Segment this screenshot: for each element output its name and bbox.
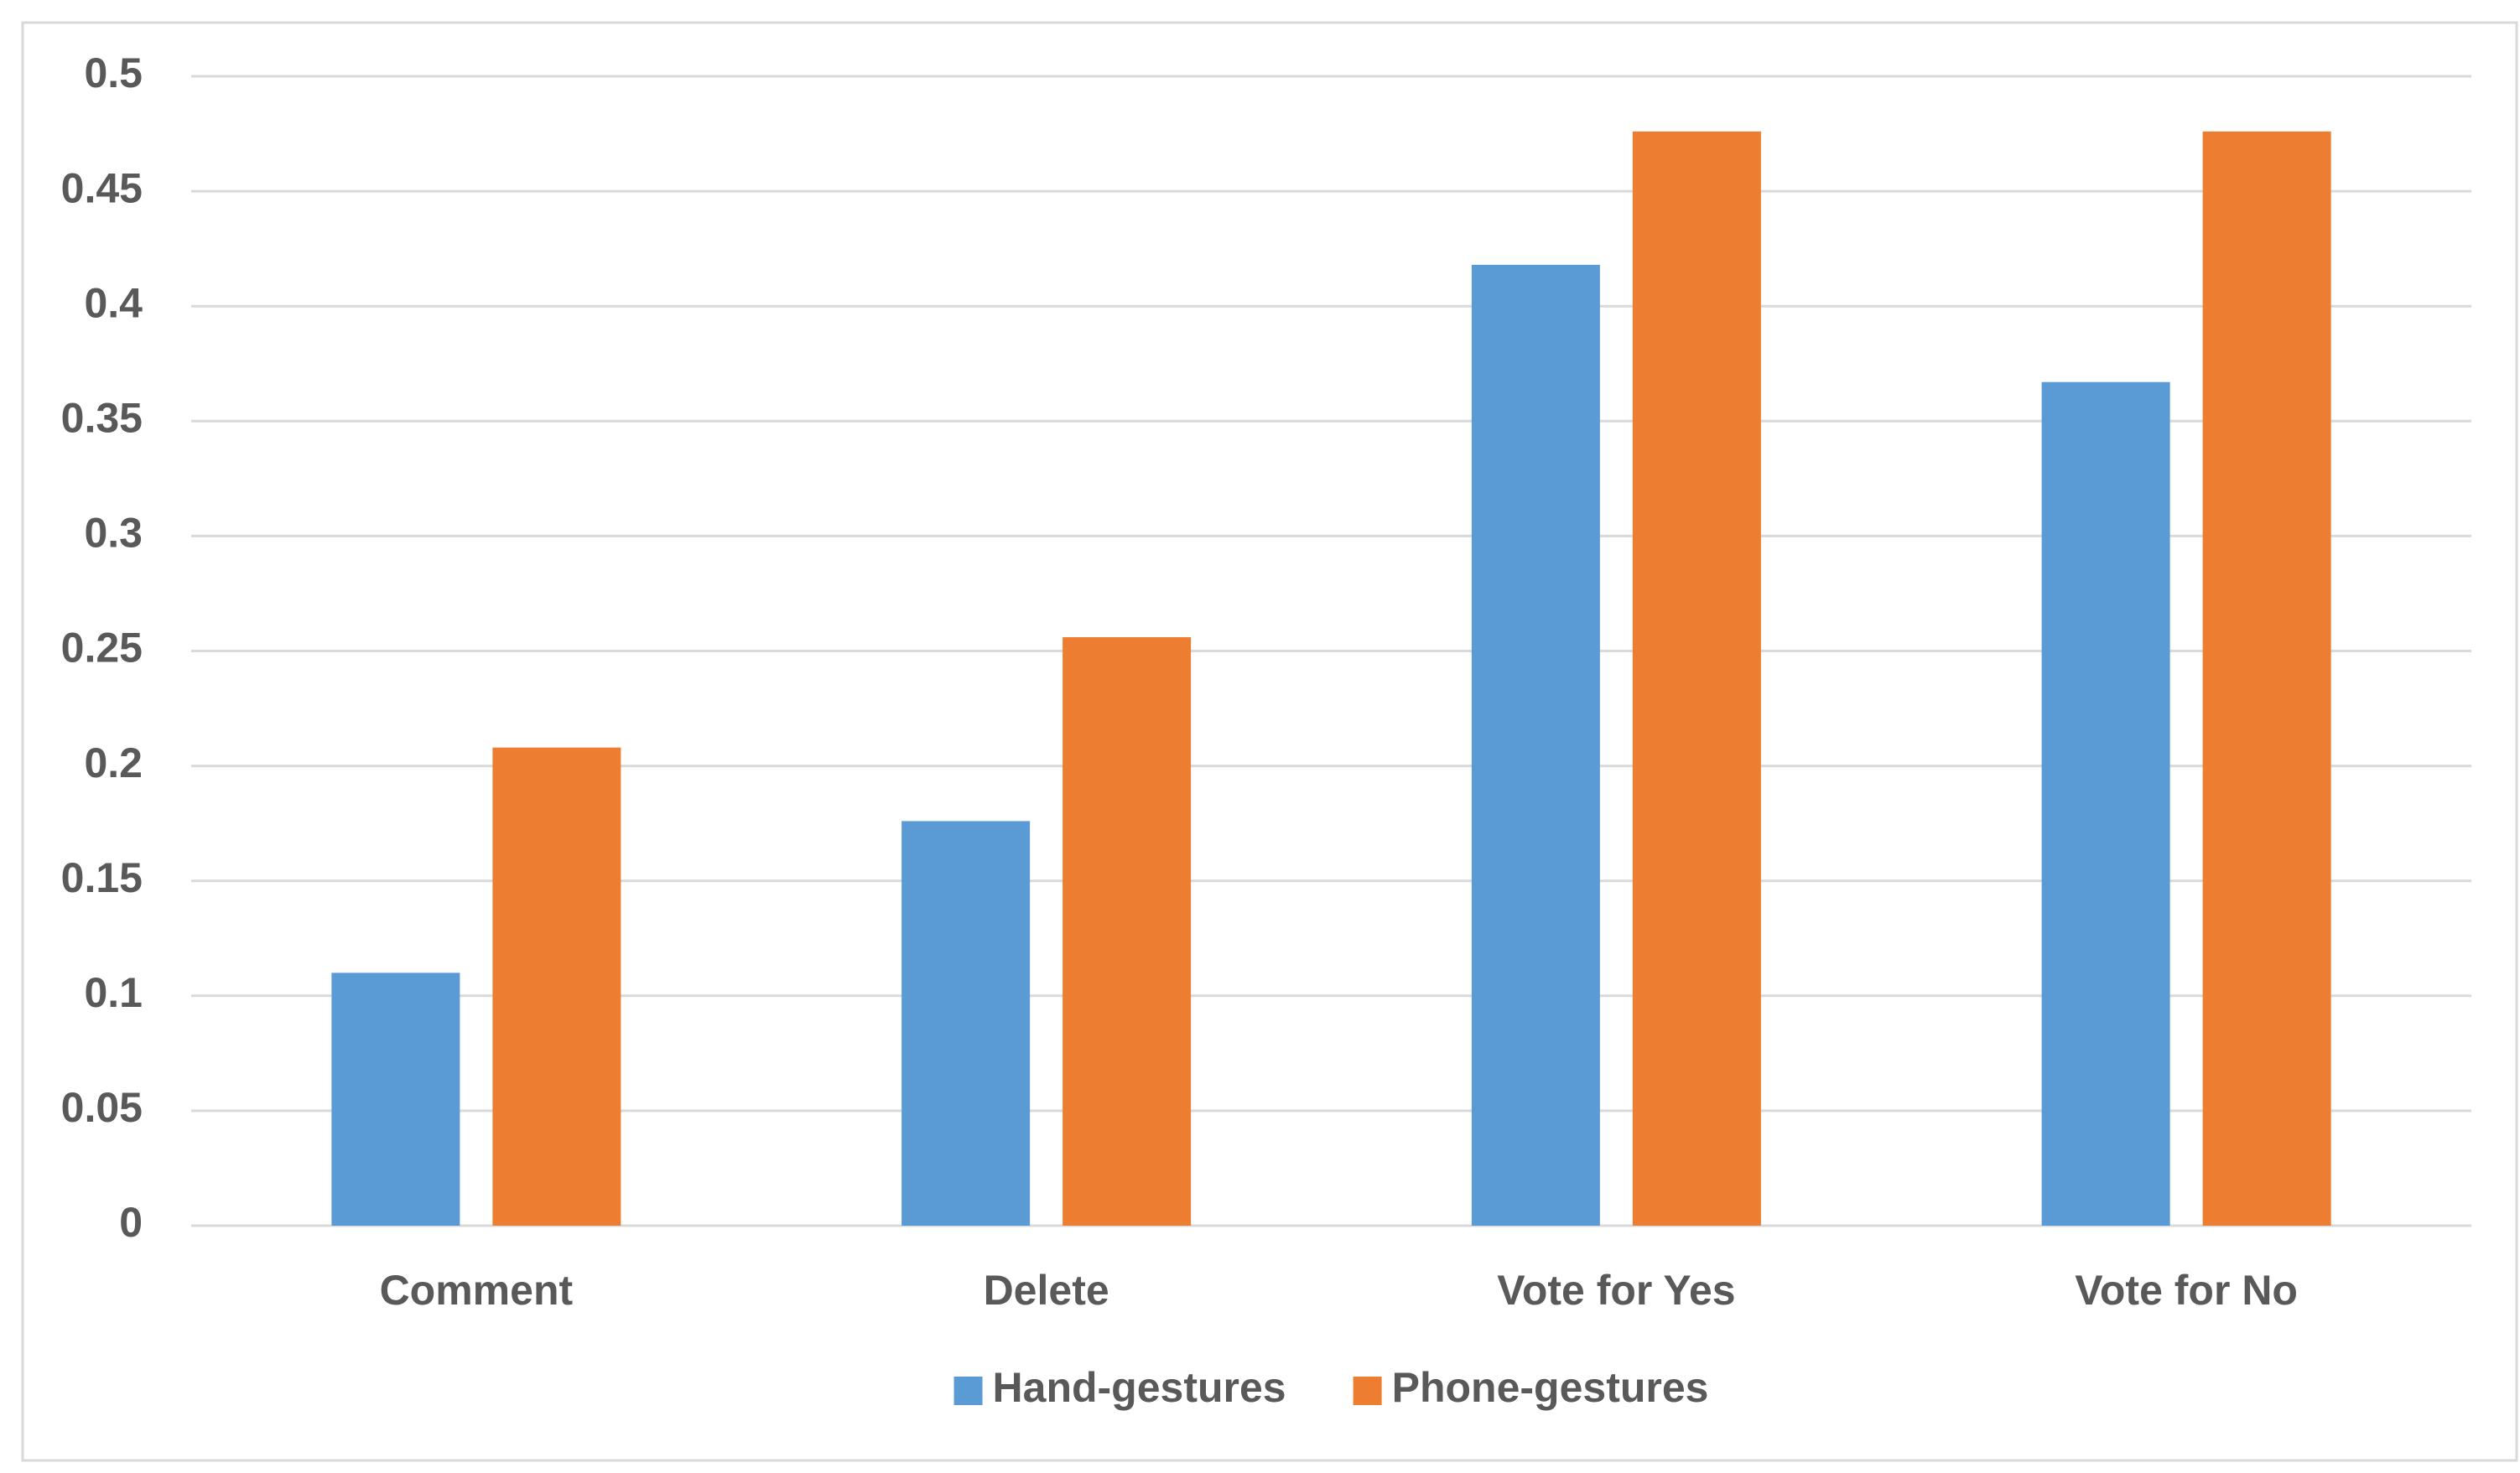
legend-label: Hand-gestures — [993, 1364, 1286, 1411]
x-tick-label: Delete — [984, 1267, 1109, 1314]
y-tick-label: 0.35 — [61, 395, 143, 442]
y-tick-label: 0.5 — [84, 49, 143, 96]
y-tick-label: 0.4 — [84, 279, 143, 326]
bar — [1632, 131, 1761, 1227]
y-tick-label: 0.3 — [84, 510, 143, 557]
legend-swatch — [953, 1377, 983, 1405]
bar — [492, 747, 621, 1226]
y-tick-label: 0.45 — [61, 164, 143, 211]
y-tick-label: 0.2 — [84, 739, 143, 786]
bar — [2041, 381, 2170, 1226]
y-tick-label: 0.25 — [61, 625, 143, 672]
x-tick-label: Comment — [380, 1267, 574, 1314]
bar — [2202, 131, 2331, 1227]
legend-swatch — [1353, 1377, 1382, 1405]
y-tick-label: 0.15 — [61, 854, 143, 901]
bar — [1063, 637, 1192, 1226]
y-tick-label: 0.1 — [84, 969, 143, 1016]
x-tick-label: Vote for Yes — [1497, 1267, 1735, 1314]
legend-label: Phone-gestures — [1392, 1364, 1709, 1411]
y-tick-label: 0.05 — [61, 1084, 143, 1131]
bar — [901, 821, 1031, 1226]
bar — [1471, 264, 1600, 1226]
bar — [331, 972, 460, 1226]
x-tick-label: Vote for No — [2075, 1267, 2298, 1314]
y-tick-label: 0 — [119, 1199, 143, 1246]
